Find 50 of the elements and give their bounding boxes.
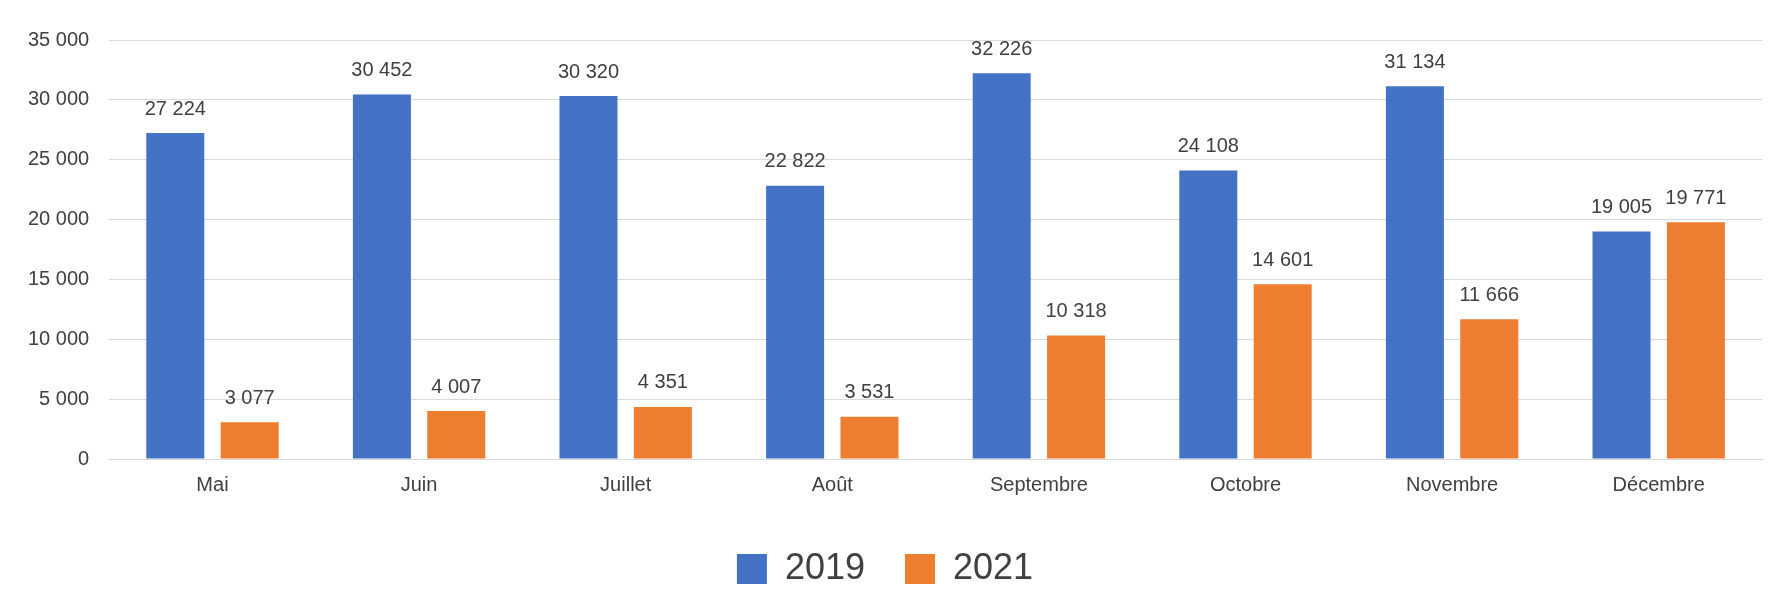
data-label: 24 108	[1177, 133, 1239, 156]
bar	[972, 73, 1031, 459]
data-label: 3 531	[844, 380, 895, 403]
bar	[766, 185, 825, 459]
data-label: 19 771	[1665, 185, 1727, 208]
bar	[840, 416, 899, 459]
bar	[1253, 284, 1312, 459]
x-tick-label: Août	[811, 472, 854, 495]
bar	[1592, 231, 1651, 459]
y-tick-label: 10 000	[28, 326, 90, 349]
y-tick-label: 25 000	[28, 147, 90, 170]
bar	[146, 133, 205, 459]
x-tick-label: Décembre	[1612, 472, 1705, 495]
bar	[1047, 335, 1106, 459]
data-label: 32 226	[971, 36, 1033, 59]
data-label: 14 601	[1252, 247, 1314, 270]
bar	[1460, 319, 1519, 459]
x-tick-label: Mai	[196, 472, 229, 495]
x-tick-label: Juillet	[600, 472, 652, 495]
y-tick-label: 0	[78, 446, 90, 469]
bar	[352, 94, 411, 459]
x-tick-label: Juin	[400, 472, 438, 495]
data-label: 31 134	[1384, 49, 1446, 72]
x-tick-label: Septembre	[989, 472, 1088, 495]
data-label: 27 224	[144, 96, 206, 119]
bar	[427, 411, 486, 459]
bar	[1666, 222, 1725, 459]
y-tick-label: 35 000	[28, 27, 90, 50]
x-tick-label: Novembre	[1405, 472, 1499, 495]
data-label: 22 822	[764, 149, 826, 172]
y-tick-label: 20 000	[28, 207, 90, 230]
bar	[633, 406, 692, 459]
data-label: 30 452	[351, 57, 413, 80]
bar	[220, 422, 279, 459]
legend-label: 2021	[953, 545, 1034, 587]
legend-label: 2019	[784, 545, 866, 587]
bar	[1179, 170, 1238, 459]
data-label: 10 318	[1045, 298, 1107, 321]
x-tick-label: Octobre	[1209, 472, 1282, 495]
data-label: 4 007	[431, 374, 482, 397]
y-tick-label: 15 000	[28, 266, 90, 289]
data-label: 3 077	[224, 385, 275, 408]
bar	[559, 96, 618, 459]
data-label: 4 351	[637, 370, 688, 393]
bar	[1385, 86, 1444, 459]
data-label: 30 320	[557, 59, 620, 82]
y-tick-label: 5 000	[39, 386, 90, 409]
data-label: 19 005	[1590, 195, 1653, 217]
y-tick-label: 30 000	[28, 87, 90, 110]
data-label: 11 666	[1459, 282, 1520, 305]
